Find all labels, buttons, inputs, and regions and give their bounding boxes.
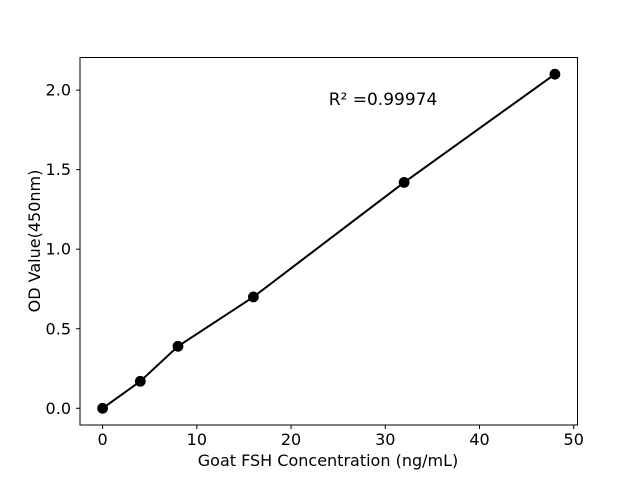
y-tick-label: 0.5 (46, 319, 71, 338)
x-tick-label: 30 (375, 430, 395, 449)
data-line (102, 73, 556, 410)
y-tick-label: 2.0 (46, 81, 71, 100)
axes-frame (79, 57, 578, 426)
r-squared-annotation: R² =0.99974 (329, 90, 438, 110)
y-tick-label: 1.5 (46, 160, 71, 179)
data-point-marker (97, 402, 108, 414)
y-tick-label: 1.0 (46, 240, 71, 259)
x-tick-label: 0 (98, 430, 108, 449)
plot-area: 0 10 20 30 40 50 0.0 0.5 1.0 1.5 2.0 (46, 57, 584, 449)
x-tick-label: 10 (187, 430, 207, 449)
y-tick-label: 0.0 (46, 399, 71, 418)
data-point-marker (172, 340, 184, 352)
data-point-marker (248, 291, 259, 303)
x-tick-label: 40 (469, 430, 489, 449)
data-point-marker (398, 177, 410, 188)
x-axis-label: Goat FSH Concentration (ng/mL) (198, 451, 459, 470)
data-point-marker (549, 68, 561, 80)
y-axis-label: OD Value(450nm) (25, 170, 44, 313)
data-point-marker (134, 375, 146, 387)
x-tick-label: 20 (281, 430, 301, 449)
x-tick-label: 50 (564, 430, 584, 449)
